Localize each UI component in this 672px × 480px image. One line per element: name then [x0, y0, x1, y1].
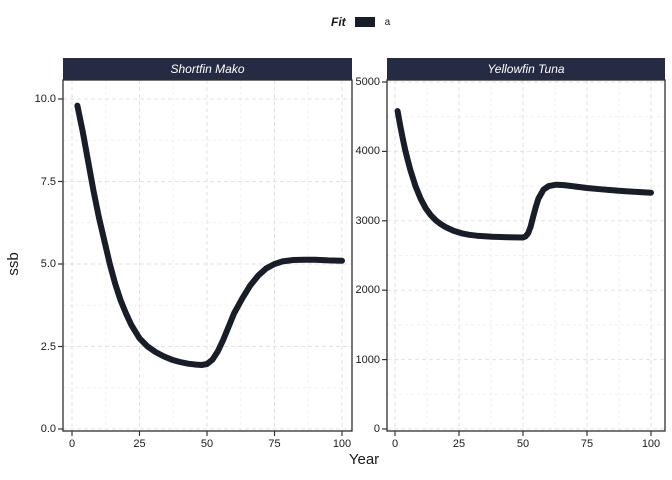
- panel-yellowfin-tuna: [382, 79, 666, 436]
- y-tick-label: 7.5: [40, 175, 56, 188]
- y-tick-label: 2.5: [40, 340, 56, 353]
- fit-line: [394, 108, 654, 241]
- x-tick-label: 50: [200, 438, 214, 450]
- fit-line: [74, 102, 345, 368]
- panel-shortfin-mako: [58, 79, 353, 436]
- y-tick-label: 1000: [355, 353, 380, 366]
- y-tick-label: 10.0: [34, 93, 56, 105]
- x-axis-title: Year: [348, 451, 380, 468]
- y-tick-label: 3000: [355, 214, 380, 227]
- x-tick-label: 0: [391, 438, 399, 450]
- y-tick-label: 5.0: [40, 258, 56, 270]
- y-tick-label: 5000: [355, 76, 380, 88]
- x-tick-label: 25: [452, 438, 466, 450]
- legend-title: Fit: [331, 15, 346, 29]
- x-tick-label: 50: [516, 438, 530, 450]
- y-tick-label: 0: [373, 423, 380, 435]
- facet-title: Shortfin Mako: [170, 62, 245, 76]
- legend-key-swatch: [354, 17, 375, 27]
- facet-title: Yellowfin Tuna: [487, 62, 565, 76]
- y-tick-label: 4000: [355, 145, 380, 158]
- x-tick-label: 100: [641, 438, 661, 450]
- legend-item-label: a: [384, 16, 391, 28]
- x-tick-label: 100: [332, 438, 352, 450]
- x-tick-label: 75: [580, 438, 594, 450]
- x-tick-label: 25: [133, 438, 146, 450]
- x-tick-label: 0: [68, 438, 76, 450]
- x-tick-label: 75: [268, 438, 281, 450]
- panel-border: [386, 79, 666, 432]
- facet-strip-yellowfin-tuna: Yellowfin Tuna: [387, 58, 665, 80]
- y-tick-label: 0.0: [40, 423, 56, 435]
- y-tick-label: 2000: [355, 284, 380, 297]
- facet-strip-shortfin-mako: Shortfin Mako: [63, 58, 352, 80]
- legend: Fit a: [331, 12, 390, 32]
